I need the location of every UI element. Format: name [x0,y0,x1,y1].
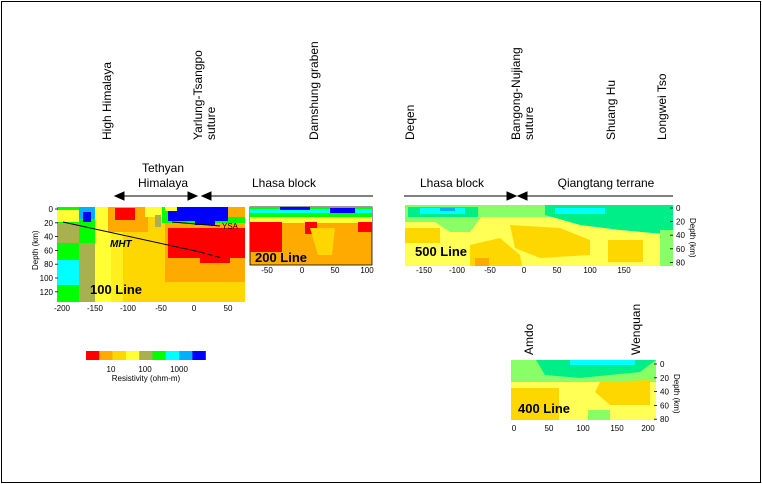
depth-tick: 40 [660,388,669,397]
depth-tick: 20 [660,374,669,383]
panel-title-100-line: 100 Line [90,282,142,297]
label-himalaya: Himalaya [138,176,188,190]
colorbar-swatch [125,351,140,360]
label-high-himalaya: High Himalaya [100,62,114,140]
colorbar-swatch [152,351,166,360]
panel-title-400-line: 400 Line [518,401,570,416]
label-longwei-tso: Longwei Tso [655,73,669,140]
panel-100-line: MHT YSA 100 Line 0 20 40 60 80 100 120-200 -150… [31,205,245,313]
distance-tick: 0 [300,266,305,275]
panel-400-line: Amdo Wenquan 400 Line 0 20 40 60 80 0 50 100 150… [511,304,681,433]
depth-tick: 40 [44,233,53,242]
depth-tick: 60 [660,401,669,410]
distance-tick: 100 [360,266,374,275]
distance-tick: -50 [261,266,273,275]
label-bangong-nujiang: Bangong-Nujiang [509,47,523,140]
distance-tick: -50 [484,266,496,275]
panel-title-200-line: 200 Line [255,250,307,265]
distance-tick: 50 [331,266,340,275]
depth-tick: 80 [660,415,669,424]
depth-tick: 20 [676,218,685,227]
depth-tick: 20 [44,219,53,228]
colorbar-swatch [139,351,153,360]
depth-tick: 40 [676,231,685,240]
colorbar-swatch [179,351,193,360]
distance-tick: 100 [583,266,597,275]
annotation-ysa: YSA [222,222,239,231]
label-deqen: Deqen [403,105,417,140]
colorbar-swatch [192,351,206,360]
label-lhasa-block-west: Lhasa block [252,176,317,190]
colorbar-swatch [86,351,100,360]
distance-tick: 150 [617,266,631,275]
distance-tick: 50 [545,424,554,433]
distance-tick: 0 [512,424,517,433]
depth-tick: 0 [660,360,665,369]
block-extent-arrows [113,191,673,201]
distance-tick: 100 [576,424,590,433]
distance-tick: -150 [87,304,104,313]
distance-tick: -150 [416,266,433,275]
distance-tick: 50 [553,266,562,275]
depth-tick: 80 [44,260,53,269]
depth-axis-label: Depth (km) [672,374,681,414]
colorbar-swatch [112,351,126,360]
panel-title-500-line: 500 Line [415,244,467,259]
distance-tick: -50 [155,304,167,313]
colorbar-tick: 100 [138,365,152,374]
colorbar-label: Resistivity (ohm-m) [112,374,181,383]
depth-tick: 0 [49,205,54,214]
distance-tick: -200 [54,304,71,313]
annotation-mht: MHT [110,239,133,250]
distance-tick: 0 [522,266,527,275]
colorbar-tick: 1000 [170,365,188,374]
colorbar-swatch [99,351,113,360]
label-shuang-hu: Shuang Hu [604,80,618,140]
depth-tick: 0 [676,204,681,213]
colorbar: 10 100 1000 Resistivity (ohm-m) [86,351,206,383]
distance-tick: 200 [641,424,655,433]
depth-tick: 60 [676,245,685,254]
depth-tick: 100 [40,274,54,283]
panel-500-line: 500 Line 0 20 40 60 80 -150 -100 -50 0 50 100 150 D… [405,204,697,275]
label-amdo: Amdo [522,323,536,355]
label-wenquan: Wenquan [629,304,643,355]
label-lhasa-block-east: Lhasa block [420,176,485,190]
distance-tick: 50 [224,304,233,313]
depth-axis-label: Depth (km) [31,230,40,270]
label-tethyan: Tethyan [142,161,184,175]
label-yarlung-tsangpo: Yarlung-Tsangpo [191,50,205,140]
distance-tick: 0 [192,304,197,313]
colorbar-swatch [165,351,180,360]
label-damshung-graben: Damshung graben [307,41,321,140]
distance-tick: -100 [120,304,137,313]
depth-tick: 60 [44,246,53,255]
depth-tick: 120 [40,288,54,297]
depth-tick: 80 [676,258,685,267]
panel-200-line: 200 Line -50 0 50 100 [249,206,374,275]
colorbar-tick: 10 [107,365,116,374]
distance-tick: 150 [610,424,624,433]
distance-tick: -100 [449,266,466,275]
depth-axis-label: Depth (km) [688,218,697,258]
label-qiangtang-terrane: Qiangtang terrane [558,176,655,190]
label-yarlung-suture: suture [204,106,218,140]
label-bangong-suture: suture [522,106,536,140]
